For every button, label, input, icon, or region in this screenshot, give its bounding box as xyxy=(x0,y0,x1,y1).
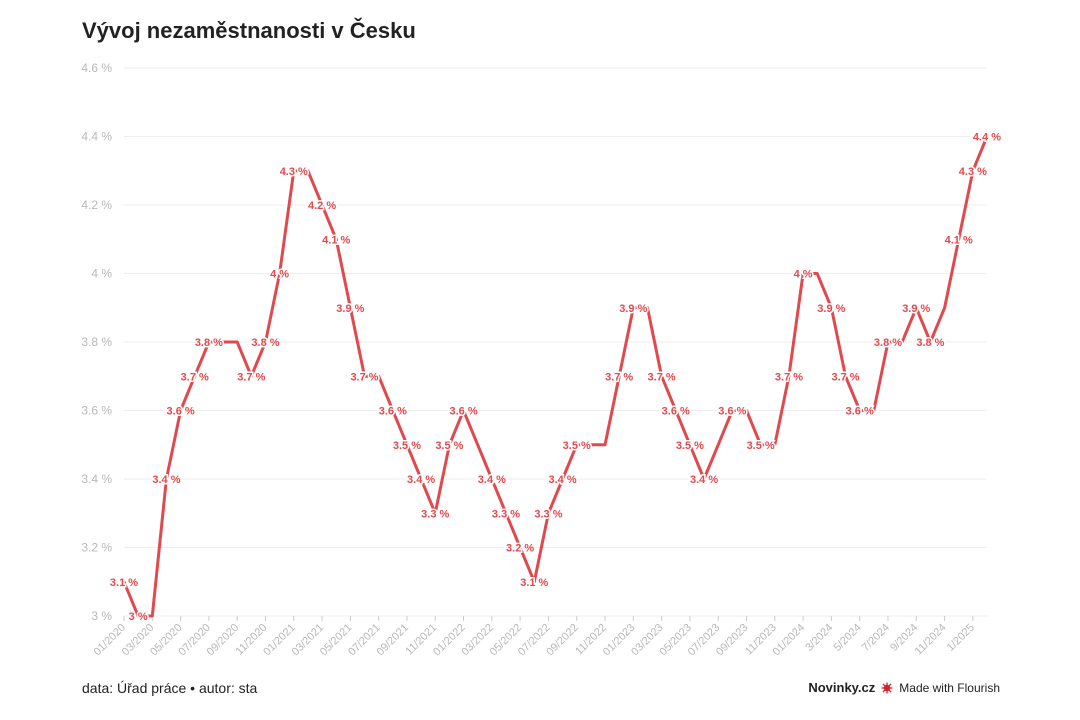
data-label: 3.3 % xyxy=(492,508,520,520)
data-label: 4.3 % xyxy=(959,166,987,178)
grid-lines xyxy=(124,67,987,617)
x-tick-label: 1/2025 xyxy=(945,622,977,654)
data-label: 3.7 % xyxy=(181,371,209,383)
data-label: 3.7 % xyxy=(605,371,633,383)
data-label: 4.2 % xyxy=(308,200,336,212)
data-label: 3.7 % xyxy=(237,371,265,383)
line-chart: 3 % 3.2 % 3.4 % 3.6 % 3.8 % 4 % 4.2 % 4.4 % 4.6 … xyxy=(81,61,1002,658)
y-tick-label: 3.8 % xyxy=(81,335,112,349)
data-label: 4.3 % xyxy=(280,166,308,178)
y-axis-ticks: 3 % 3.2 % 3.4 % 3.6 % 3.8 % 4 % 4.2 % 4.4 % 4.6 … xyxy=(81,61,112,623)
data-label: 3.6 % xyxy=(167,406,195,418)
data-label: 3.6 % xyxy=(662,406,690,418)
data-label: 3.8 % xyxy=(195,337,223,349)
data-label: 3.8 % xyxy=(874,337,902,349)
data-label: 3.4 % xyxy=(478,474,506,486)
data-label: 3.6 % xyxy=(718,406,746,418)
data-label: 3.1 % xyxy=(110,577,138,589)
x-tick-label: 7/2024 xyxy=(860,622,892,654)
x-tick-label: 5/2024 xyxy=(832,622,864,654)
footer-brand[interactable]: Novinky.cz Made with Flourish xyxy=(808,680,1000,695)
data-label: 3.5 % xyxy=(435,440,463,452)
data-label: 3.8 % xyxy=(916,337,944,349)
y-tick-label: 4.4 % xyxy=(81,130,112,144)
y-tick-label: 4.2 % xyxy=(81,198,112,212)
data-label: 3.5 % xyxy=(563,440,591,452)
made-with-flourish-link[interactable]: Made with Flourish xyxy=(899,680,1000,695)
series-line-path xyxy=(122,135,989,618)
data-label: 4 % xyxy=(794,269,813,281)
data-label: 3 % xyxy=(129,611,148,623)
data-label: 4.1 % xyxy=(945,234,973,246)
x-tick-label: 01/2024 xyxy=(771,622,808,659)
y-tick-label: 3.2 % xyxy=(81,541,112,555)
data-label: 3.5 % xyxy=(747,440,775,452)
chart-title: Vývoj nezaměstnanosti v Česku xyxy=(82,18,416,43)
data-label: 3.9 % xyxy=(336,303,364,315)
footer-source: data: Úřad práce • autor: sta xyxy=(82,680,258,696)
data-label: 3.5 % xyxy=(676,440,704,452)
data-label: 3.3 % xyxy=(421,508,449,520)
x-tick-label: 11/2024 xyxy=(913,622,949,658)
data-label: 3.2 % xyxy=(506,543,534,555)
y-tick-label: 3.6 % xyxy=(81,404,112,418)
data-label: 3.4 % xyxy=(407,474,435,486)
data-label: 3.7 % xyxy=(831,371,859,383)
y-tick-label: 4.6 % xyxy=(81,61,112,75)
y-tick-label: 3 % xyxy=(91,609,112,623)
data-label: 3.3 % xyxy=(534,508,562,520)
data-label: 3.4 % xyxy=(152,474,180,486)
series-line xyxy=(122,135,989,618)
data-label: 3.9 % xyxy=(619,303,647,315)
data-label: 3.7 % xyxy=(350,371,378,383)
flourish-icon xyxy=(881,682,893,693)
data-label: 3.9 % xyxy=(817,303,845,315)
data-label: 3.9 % xyxy=(902,303,930,315)
data-label: 4 % xyxy=(270,269,289,281)
data-label: 3.1 % xyxy=(520,577,548,589)
data-label: 3.7 % xyxy=(648,371,676,383)
data-label: 3.7 % xyxy=(775,371,803,383)
data-labels: 3.1 % 3 % 3.4 % 3.6 % 3.7 % 3.8 % 3.7 % 3.8 % 4 … xyxy=(108,130,1002,625)
y-tick-label: 4 % xyxy=(91,267,112,281)
brand-name[interactable]: Novinky.cz xyxy=(808,680,876,695)
data-label: 3.4 % xyxy=(690,474,718,486)
data-label: 3.6 % xyxy=(846,406,874,418)
x-axis-ticks: 01/202003/202005/202007/202009/202011/20… xyxy=(92,616,977,658)
data-label: 4.1 % xyxy=(322,234,350,246)
y-tick-label: 3.4 % xyxy=(81,472,112,486)
data-label: 4.4 % xyxy=(973,132,1001,144)
data-label: 3.8 % xyxy=(251,337,279,349)
data-label: 3.4 % xyxy=(549,474,577,486)
data-label: 3.6 % xyxy=(449,406,477,418)
x-tick-label: 3/2024 xyxy=(803,622,835,654)
data-label: 3.6 % xyxy=(379,406,407,418)
data-label: 3.5 % xyxy=(393,440,421,452)
